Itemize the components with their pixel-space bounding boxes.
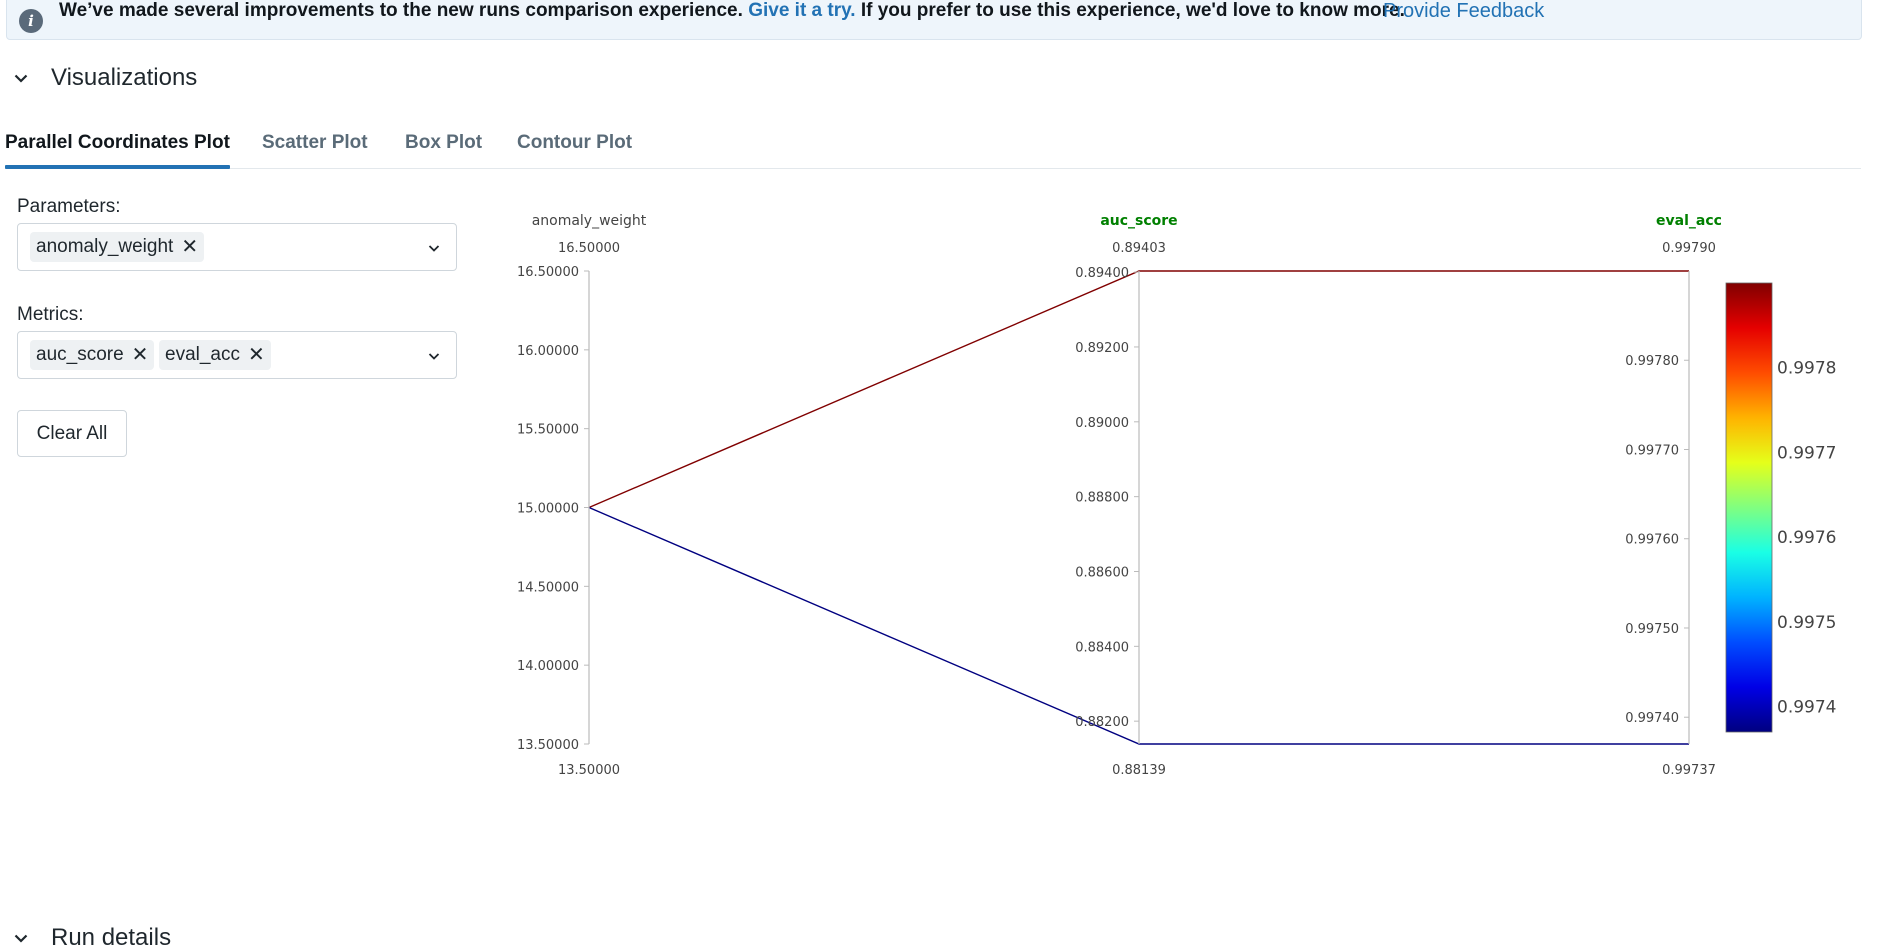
- colorbar-tick-label: 0.9978: [1777, 359, 1836, 379]
- metric-chip-auc-score: auc_score ✕: [30, 340, 155, 370]
- give-it-a-try-link[interactable]: Give it a try.: [748, 0, 856, 21]
- tab-contour-plot[interactable]: Contour Plot: [517, 132, 633, 153]
- tab-scatter-plot[interactable]: Scatter Plot: [262, 132, 368, 153]
- metrics-select[interactable]: auc_score ✕ eval_acc ✕: [17, 331, 457, 379]
- axis-max-label-eval-acc: 0.99790: [1662, 241, 1716, 256]
- chevron-down-icon: [10, 67, 32, 89]
- axis-tick-label: 13.50000: [517, 738, 579, 753]
- close-icon[interactable]: ✕: [248, 344, 265, 366]
- metrics-label: Metrics:: [17, 304, 84, 325]
- axis-tick-label: 0.88400: [1075, 640, 1129, 655]
- run-details-section-toggle[interactable]: Run details: [10, 924, 171, 952]
- chevron-down-icon[interactable]: [426, 240, 442, 256]
- metric-chip-eval-acc: eval_acc ✕: [159, 340, 271, 370]
- colorbar-tick-label: 0.9976: [1777, 528, 1836, 548]
- parameters-label: Parameters:: [17, 196, 121, 217]
- axis-tick-label: 14.00000: [517, 659, 579, 674]
- chip-label: auc_score: [36, 344, 124, 365]
- axis-tick-label: 0.89200: [1075, 341, 1129, 356]
- axis-tick-label: 0.99750: [1625, 622, 1679, 637]
- colorbar-tick-label: 0.9977: [1777, 443, 1836, 463]
- axis-tick-label: 0.89000: [1075, 416, 1129, 431]
- chip-label: eval_acc: [165, 344, 240, 365]
- colorbar: [1725, 282, 1773, 733]
- banner-text-after: If you prefer to use this experience, we…: [860, 0, 1405, 21]
- visualization-tabs: Parallel Coordinates Plot Scatter Plot B…: [5, 128, 1861, 169]
- axis-tick-label: 0.99780: [1625, 354, 1679, 369]
- run-details-title: Run details: [51, 924, 172, 951]
- axis-tick-label: 15.00000: [517, 502, 579, 517]
- axis-min-label-anomaly-weight: 13.50000: [558, 763, 620, 778]
- chevron-down-icon: [10, 927, 32, 949]
- visualizations-section-toggle[interactable]: Visualizations: [10, 64, 197, 92]
- colorbar-tick-label: 0.9974: [1777, 698, 1836, 718]
- provide-feedback-link[interactable]: Provide Feedback: [1383, 0, 1545, 22]
- axis-title-anomaly-weight: anomaly_weight: [532, 213, 647, 229]
- axis-tick-label: 0.88800: [1075, 491, 1129, 506]
- axis-title-auc-score: auc_score: [1100, 213, 1177, 229]
- close-icon[interactable]: ✕: [131, 344, 149, 366]
- axis-tick-label: 15.50000: [517, 423, 579, 438]
- axis-tick-label: 0.88600: [1075, 565, 1129, 580]
- tab-box-plot[interactable]: Box Plot: [405, 132, 483, 153]
- axis-tick-label: 0.99740: [1625, 711, 1679, 726]
- axis-tick-label: 0.99770: [1625, 443, 1679, 458]
- close-icon[interactable]: ✕: [181, 236, 199, 258]
- banner-message: We’ve made several improvements to the n…: [59, 0, 1405, 22]
- parameter-chip-anomaly-weight: anomaly_weight ✕: [30, 232, 205, 262]
- parallel-coordinates-plot: anomaly_weight 16.50000 13.50000 16.50000 16…: [517, 213, 1837, 778]
- axis-tick-label: 14.50000: [517, 580, 579, 595]
- chip-label: anomaly_weight: [36, 236, 174, 257]
- axis-min-label-auc-score: 0.88139: [1112, 763, 1166, 778]
- tab-parallel-coordinates-plot[interactable]: Parallel Coordinates Plot: [5, 132, 230, 169]
- axis-tick-label: 0.89400: [1075, 266, 1129, 281]
- axis-tick-label: 0.99760: [1625, 533, 1679, 548]
- clear-all-button[interactable]: Clear All: [17, 410, 127, 457]
- axis-max-label-anomaly-weight: 16.50000: [558, 241, 620, 256]
- info-icon: i: [19, 9, 43, 33]
- axis-tick-label: 16.50000: [517, 265, 579, 280]
- axis-tick-label: 16.00000: [517, 344, 579, 359]
- banner-text-before: We’ve made several improvements to the n…: [59, 0, 743, 21]
- info-banner: i We’ve made several improvements to the…: [6, 0, 1862, 40]
- colorbar-tick-label: 0.9975: [1777, 613, 1836, 633]
- axis-min-label-eval-acc: 0.99737: [1662, 763, 1716, 778]
- visualizations-title: Visualizations: [51, 64, 198, 91]
- chevron-down-icon[interactable]: [426, 348, 442, 364]
- axis-title-eval-acc: eval_acc: [1656, 213, 1722, 229]
- parameters-select[interactable]: anomaly_weight ✕: [17, 223, 457, 271]
- axis-max-label-auc-score: 0.89403: [1112, 241, 1166, 256]
- axis-tick-label: 0.88200: [1075, 715, 1129, 730]
